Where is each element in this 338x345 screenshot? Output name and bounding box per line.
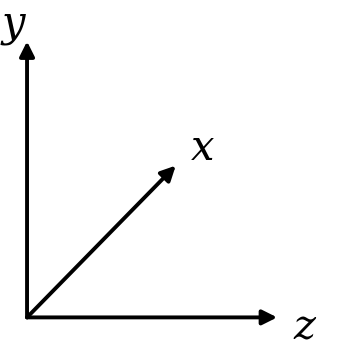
Text: y: y bbox=[2, 3, 25, 45]
Text: z: z bbox=[293, 307, 315, 345]
Text: x: x bbox=[191, 127, 215, 169]
